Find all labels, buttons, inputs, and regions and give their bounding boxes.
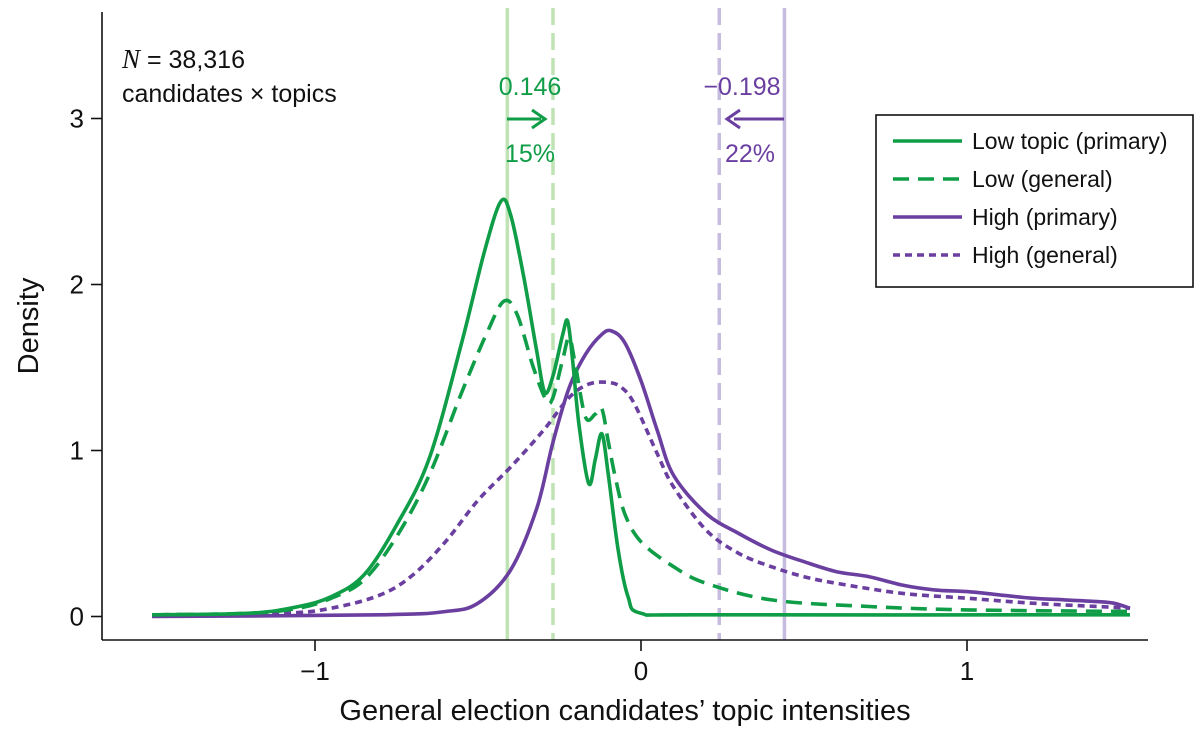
density-curves [151,197,1131,619]
legend-label-3: High (primary) [972,204,1118,230]
high-shift-annotation: −0.198 22% [703,73,784,168]
high-shift-value: −0.198 [703,73,780,101]
series-line-1 [151,197,1131,617]
low-shift-annotation: 0.146 15% [499,73,562,168]
x-tick-label: 0 [634,656,648,686]
axes [101,12,1148,641]
series-line-3 [151,328,1131,619]
legend-label-4: High (general) [972,242,1118,268]
y-tick-label: 3 [70,104,84,134]
reference-lines [505,8,787,640]
low-shift-value: 0.146 [499,73,562,101]
y-axis-title: Density [13,277,45,374]
n-value: = 38,316 [140,46,245,74]
legend: Low topic (primary) Low (general) High (pr… [875,114,1194,288]
n-symbol: N [121,44,142,74]
y-tick-label: 2 [70,270,84,300]
unit-note: candidates × topics [122,80,337,108]
legend-label-2: Low (general) [972,166,1113,192]
series-line-2 [151,298,1131,617]
x-ticks: −1 0 1 [300,640,974,686]
x-tick-label: −1 [300,656,330,686]
legend-label-1: Low topic (primary) [972,128,1168,154]
high-shift-percent: 22% [725,140,775,168]
low-shift-arrow-right-icon [531,108,548,130]
x-tick-label: 1 [960,656,974,686]
legend-box [875,114,1194,288]
legend-items: Low topic (primary) Low (general) High (pr… [893,128,1168,268]
low-shift-percent: 15% [505,140,555,168]
high-shift-arrow-left-icon [724,108,741,130]
series-line-4 [151,380,1131,617]
sample-size-note: N = 38,316 candidates × topics [121,44,337,108]
y-tick-label: 0 [70,602,84,632]
y-ticks: 0 1 2 3 [70,104,102,632]
x-axis-title: General election candidates’ topic inten… [339,695,910,727]
sample-size-line: N = 38,316 [121,44,245,74]
y-tick-label: 1 [70,436,84,466]
